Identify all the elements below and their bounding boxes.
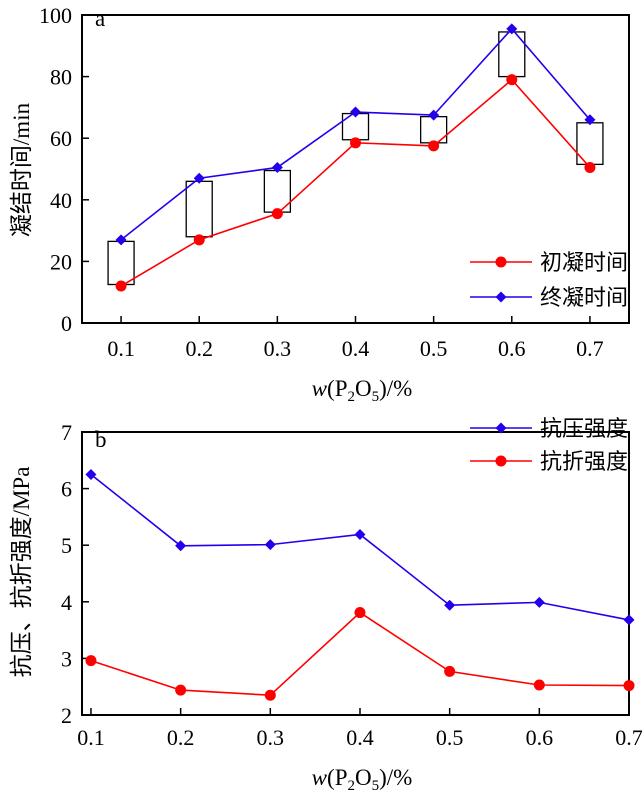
panel-a-range-box [107, 240, 135, 286]
panel-a-data-point [428, 109, 440, 121]
panel-b-x-tick-label: 0.1 [77, 725, 105, 750]
panel-b-data-point [85, 468, 97, 480]
panel-b-data-point [444, 599, 456, 611]
panel-a-x-tick-label: 0.2 [185, 336, 213, 361]
panel-a-legend-label: 终凝时间 [540, 286, 628, 311]
panel-b-data-point [623, 680, 635, 692]
panel-b-legend-label: 抗折强度 [540, 450, 628, 475]
panel-a-legend-marker [495, 291, 507, 303]
panel-b-x-tick-label: 0.7 [615, 725, 643, 750]
panel-b-y-tick-label: 3 [61, 646, 72, 671]
panel-a-range-boxes [107, 31, 604, 286]
panel-b-x-tick-label: 0.3 [257, 725, 285, 750]
panel-b-data-point [264, 689, 276, 701]
panel-a-data-point [115, 234, 127, 246]
panel-a-y-tick-label: 100 [39, 3, 72, 28]
panel-a-data-point [193, 234, 205, 246]
panel-b-strength: b 2 3 4 5 6 7 0.1 0.2 0.3 0.4 0.5 0.6 0.7 抗压、抗折强度/M… [9, 417, 643, 794]
panel-a-series-line [120, 27, 591, 241]
panel-b-plot-frame [81, 431, 630, 716]
panel-a-letter: a [95, 6, 105, 31]
panel-b-y-tick-label: 6 [61, 477, 72, 502]
panel-a-y-tick-label: 20 [50, 249, 72, 274]
panel-a-x-tick-label: 0.7 [576, 336, 604, 361]
panel-b-data-point [354, 607, 366, 619]
panel-a-data-point [428, 140, 440, 152]
panel-b-y-axis-label: 抗压、抗折强度/MPa [9, 467, 34, 678]
panel-b-x-tick-label: 0.4 [346, 725, 374, 750]
panel-a-data-point [350, 106, 361, 118]
panel-b-data-point [533, 596, 545, 608]
panel-b-legend-marker [495, 455, 507, 467]
panel-b-x-tick-label: 0.2 [167, 725, 195, 750]
panel-a-x-tick-label: 0.3 [264, 336, 292, 361]
panel-a-plot-frame [81, 14, 630, 324]
panel-a-y-ticks: 0 20 40 60 80 100 [39, 3, 89, 336]
panel-a-y-tick-label: 0 [61, 311, 72, 336]
panel-b-data-point [175, 684, 187, 696]
panel-a-legend-marker [495, 256, 507, 268]
panel-b-legend-marker [495, 422, 507, 434]
panel-a-data-point [271, 208, 283, 220]
panel-b-data-point [444, 665, 456, 677]
panel-a-data-point [115, 280, 127, 292]
panel-b-data-point [533, 679, 545, 691]
panel-a-data-point [584, 161, 596, 173]
panel-a-y-axis-label: 凝结时间/min [9, 102, 34, 237]
panel-b-letter: b [95, 427, 107, 452]
panel-b-x-axis-label: w(P2O5)/% [312, 765, 413, 794]
panel-a-x-tick-label: 0.4 [342, 336, 370, 361]
panel-b-series-line [90, 611, 630, 697]
panel-a-x-ticks: 0.1 0.2 0.3 0.4 0.5 0.6 0.7 [107, 316, 604, 361]
panel-b-x-tick-label: 0.5 [436, 725, 464, 750]
panel-a-series [115, 23, 596, 292]
panel-a-range-box [185, 180, 213, 238]
panel-b-y-tick-label: 2 [61, 703, 72, 728]
panel-b-data-point [264, 539, 276, 551]
panel-a-x-tick-label: 0.6 [498, 336, 526, 361]
panel-a-y-tick-label: 40 [50, 188, 72, 213]
panel-b-series-line [90, 473, 630, 621]
panel-a-x-tick-label: 0.1 [107, 336, 135, 361]
panel-b-y-ticks: 2 3 4 5 6 7 [61, 420, 89, 728]
panel-b-data-point [354, 528, 366, 540]
panel-b-data-point [175, 540, 187, 552]
panel-b-y-tick-label: 5 [61, 533, 72, 558]
panel-a-data-point [193, 172, 205, 184]
panel-a-data-point [350, 137, 361, 149]
panel-b-x-tick-label: 0.6 [526, 725, 554, 750]
panel-a-x-axis-label: w(P2O5)/% [312, 376, 413, 405]
panel-a-setting-time: a 0 20 40 60 80 100 0.1 0.2 0.3 0.4 0.5 0.6 0.7 凝结时… [9, 3, 630, 405]
panel-b-y-tick-label: 4 [61, 590, 72, 615]
panel-a-x-tick-label: 0.5 [420, 336, 448, 361]
panel-a-data-point [506, 74, 518, 86]
panel-b-data-point [85, 655, 97, 667]
panel-b-y-tick-label: 7 [61, 420, 72, 445]
panel-a-data-point [584, 114, 596, 126]
panel-b-data-point [623, 614, 635, 626]
panel-a-y-tick-label: 80 [50, 65, 72, 90]
panel-a-data-point [271, 161, 283, 173]
panel-b-x-ticks: 0.1 0.2 0.3 0.4 0.5 0.6 0.7 [77, 708, 643, 750]
panel-a-data-point [506, 23, 518, 35]
panel-a-legend-label: 初凝时间 [540, 251, 628, 276]
panel-b-series [85, 468, 635, 701]
panel-b-legend-label: 抗压强度 [540, 417, 628, 442]
panel-a-y-tick-label: 60 [50, 126, 72, 151]
